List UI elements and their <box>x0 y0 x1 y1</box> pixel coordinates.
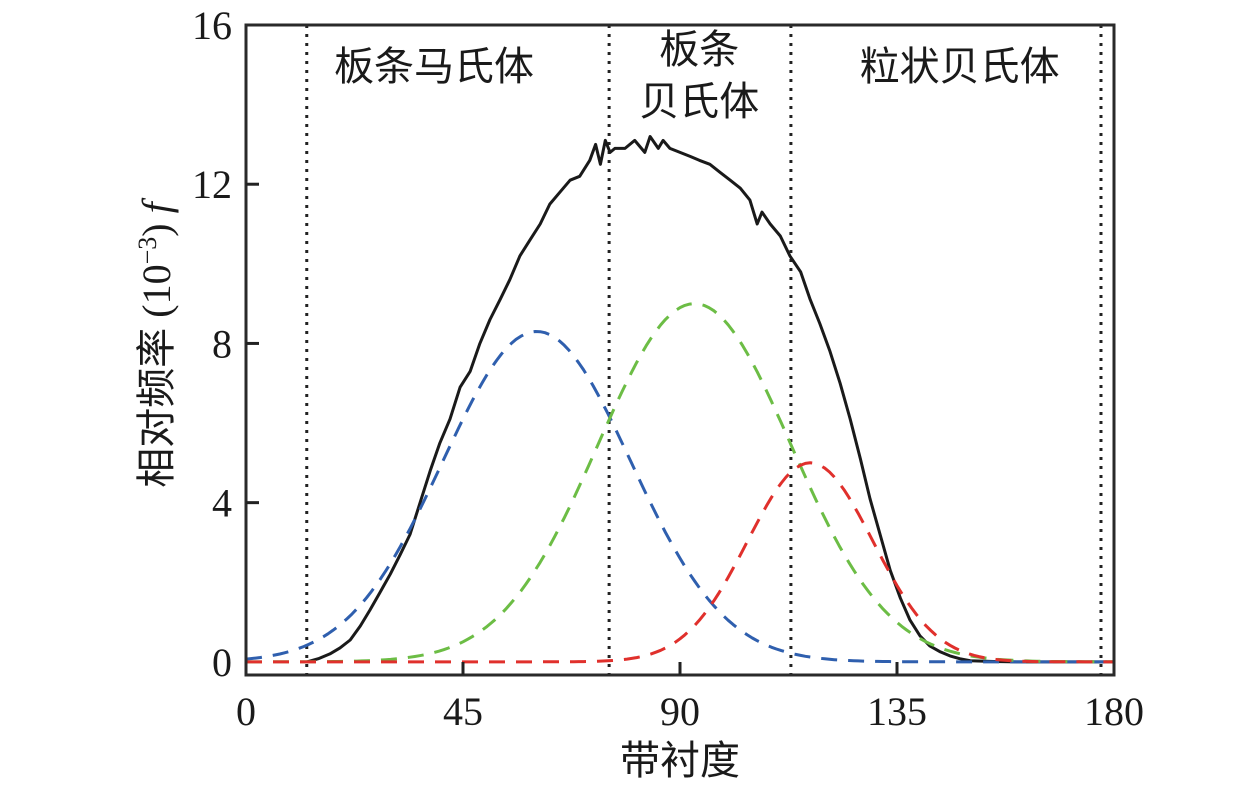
y-tick-label: 0 <box>212 640 232 685</box>
y-tick-label: 8 <box>212 321 232 366</box>
x-tick-label: 0 <box>236 689 256 734</box>
x-tick-label: 90 <box>660 689 700 734</box>
series-measured <box>306 135 1114 664</box>
region-boundaries <box>305 25 1103 675</box>
x-tick-label: 45 <box>443 689 483 734</box>
region-labels: 板条马氏体 板条贝氏体 粒状贝氏体 <box>334 27 1060 124</box>
region-label-line: 板条 <box>659 27 739 72</box>
region-label: 板条马氏体 <box>334 44 534 89</box>
series-fit-granular-bainite <box>246 461 1114 664</box>
region-label: 粒状贝氏体 <box>860 44 1060 89</box>
region-label: 板条贝氏体 <box>639 27 759 124</box>
series-fit-lath-bainite <box>246 302 1114 664</box>
y-tick-label: 12 <box>192 162 232 207</box>
region-label-line: 贝氏体 <box>639 79 759 124</box>
region-label-line: 板条马氏体 <box>334 44 534 89</box>
x-tick-label: 135 <box>867 689 927 734</box>
x-tick-label: 180 <box>1084 689 1144 734</box>
region-label-line: 粒状贝氏体 <box>860 44 1060 89</box>
axis-ticks: 0 45 90 135 180 0 4 8 12 16 <box>192 3 1144 734</box>
series-group <box>245 135 1114 664</box>
series-fit-lath-martensite <box>245 330 1114 664</box>
x-axis-label: 带衬度 <box>620 738 740 783</box>
y-tick-label: 16 <box>192 3 232 48</box>
y-axis-label: 相对频率 (10−3) f <box>133 197 179 487</box>
y-tick-label: 4 <box>212 481 232 526</box>
